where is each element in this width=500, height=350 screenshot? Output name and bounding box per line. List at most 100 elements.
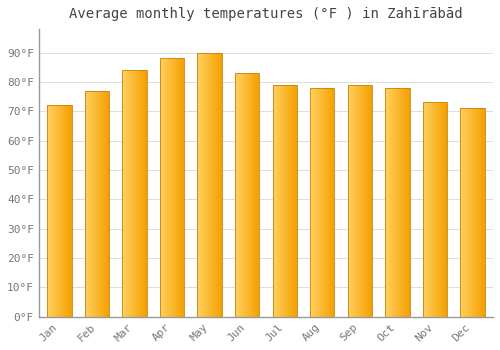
- Bar: [351, 85, 352, 317]
- Bar: [438, 103, 439, 317]
- Bar: [432, 103, 433, 317]
- Bar: [403, 88, 404, 317]
- Bar: [460, 108, 461, 317]
- Bar: [444, 103, 446, 317]
- Bar: [252, 73, 253, 317]
- Bar: [284, 85, 286, 317]
- Bar: [202, 52, 203, 317]
- Bar: [58, 105, 59, 317]
- Bar: [328, 88, 330, 317]
- Bar: [289, 85, 290, 317]
- Bar: [464, 108, 465, 317]
- Bar: [48, 105, 49, 317]
- Bar: [49, 105, 50, 317]
- Bar: [218, 52, 220, 317]
- Bar: [56, 105, 57, 317]
- Bar: [318, 88, 319, 317]
- Bar: [130, 70, 132, 317]
- Bar: [48, 105, 72, 317]
- Bar: [279, 85, 280, 317]
- Bar: [182, 58, 184, 317]
- Bar: [136, 70, 137, 317]
- Bar: [474, 108, 475, 317]
- Bar: [462, 108, 464, 317]
- Bar: [213, 52, 214, 317]
- Bar: [385, 88, 409, 317]
- Bar: [214, 52, 216, 317]
- Bar: [422, 103, 447, 317]
- Bar: [199, 52, 200, 317]
- Bar: [322, 88, 323, 317]
- Bar: [469, 108, 470, 317]
- Bar: [408, 88, 410, 317]
- Bar: [243, 73, 244, 317]
- Title: Average monthly temperatures (°F ) in Zahīrābād: Average monthly temperatures (°F ) in Za…: [69, 7, 462, 21]
- Bar: [280, 85, 281, 317]
- Bar: [65, 105, 66, 317]
- Bar: [434, 103, 435, 317]
- Bar: [396, 88, 398, 317]
- Bar: [363, 85, 364, 317]
- Bar: [253, 73, 254, 317]
- Bar: [217, 52, 218, 317]
- Bar: [354, 85, 355, 317]
- Bar: [141, 70, 142, 317]
- Bar: [293, 85, 294, 317]
- Bar: [198, 52, 222, 317]
- Bar: [235, 73, 260, 317]
- Bar: [54, 105, 56, 317]
- Bar: [85, 91, 109, 317]
- Bar: [310, 88, 311, 317]
- Bar: [52, 105, 53, 317]
- Bar: [164, 58, 165, 317]
- Bar: [290, 85, 291, 317]
- Bar: [70, 105, 71, 317]
- Bar: [319, 88, 320, 317]
- Bar: [87, 91, 88, 317]
- Bar: [473, 108, 474, 317]
- Bar: [465, 108, 466, 317]
- Bar: [387, 88, 388, 317]
- Bar: [274, 85, 275, 317]
- Bar: [98, 91, 100, 317]
- Bar: [173, 58, 174, 317]
- Bar: [93, 91, 94, 317]
- Bar: [216, 52, 217, 317]
- Bar: [366, 85, 367, 317]
- Bar: [170, 58, 172, 317]
- Bar: [348, 85, 372, 317]
- Bar: [323, 88, 324, 317]
- Bar: [398, 88, 399, 317]
- Bar: [388, 88, 389, 317]
- Bar: [208, 52, 209, 317]
- Bar: [315, 88, 316, 317]
- Bar: [482, 108, 483, 317]
- Bar: [399, 88, 400, 317]
- Bar: [446, 103, 447, 317]
- Bar: [478, 108, 479, 317]
- Bar: [104, 91, 105, 317]
- Bar: [167, 58, 168, 317]
- Bar: [251, 73, 252, 317]
- Bar: [390, 88, 391, 317]
- Bar: [257, 73, 258, 317]
- Bar: [326, 88, 327, 317]
- Bar: [431, 103, 432, 317]
- Bar: [105, 91, 106, 317]
- Bar: [349, 85, 350, 317]
- Bar: [61, 105, 62, 317]
- Bar: [460, 108, 484, 317]
- Bar: [479, 108, 480, 317]
- Bar: [394, 88, 395, 317]
- Bar: [133, 70, 134, 317]
- Bar: [402, 88, 403, 317]
- Bar: [439, 103, 440, 317]
- Bar: [162, 58, 163, 317]
- Bar: [132, 70, 133, 317]
- Bar: [287, 85, 288, 317]
- Bar: [207, 52, 208, 317]
- Bar: [60, 105, 61, 317]
- Bar: [134, 70, 136, 317]
- Bar: [355, 85, 356, 317]
- Bar: [137, 70, 138, 317]
